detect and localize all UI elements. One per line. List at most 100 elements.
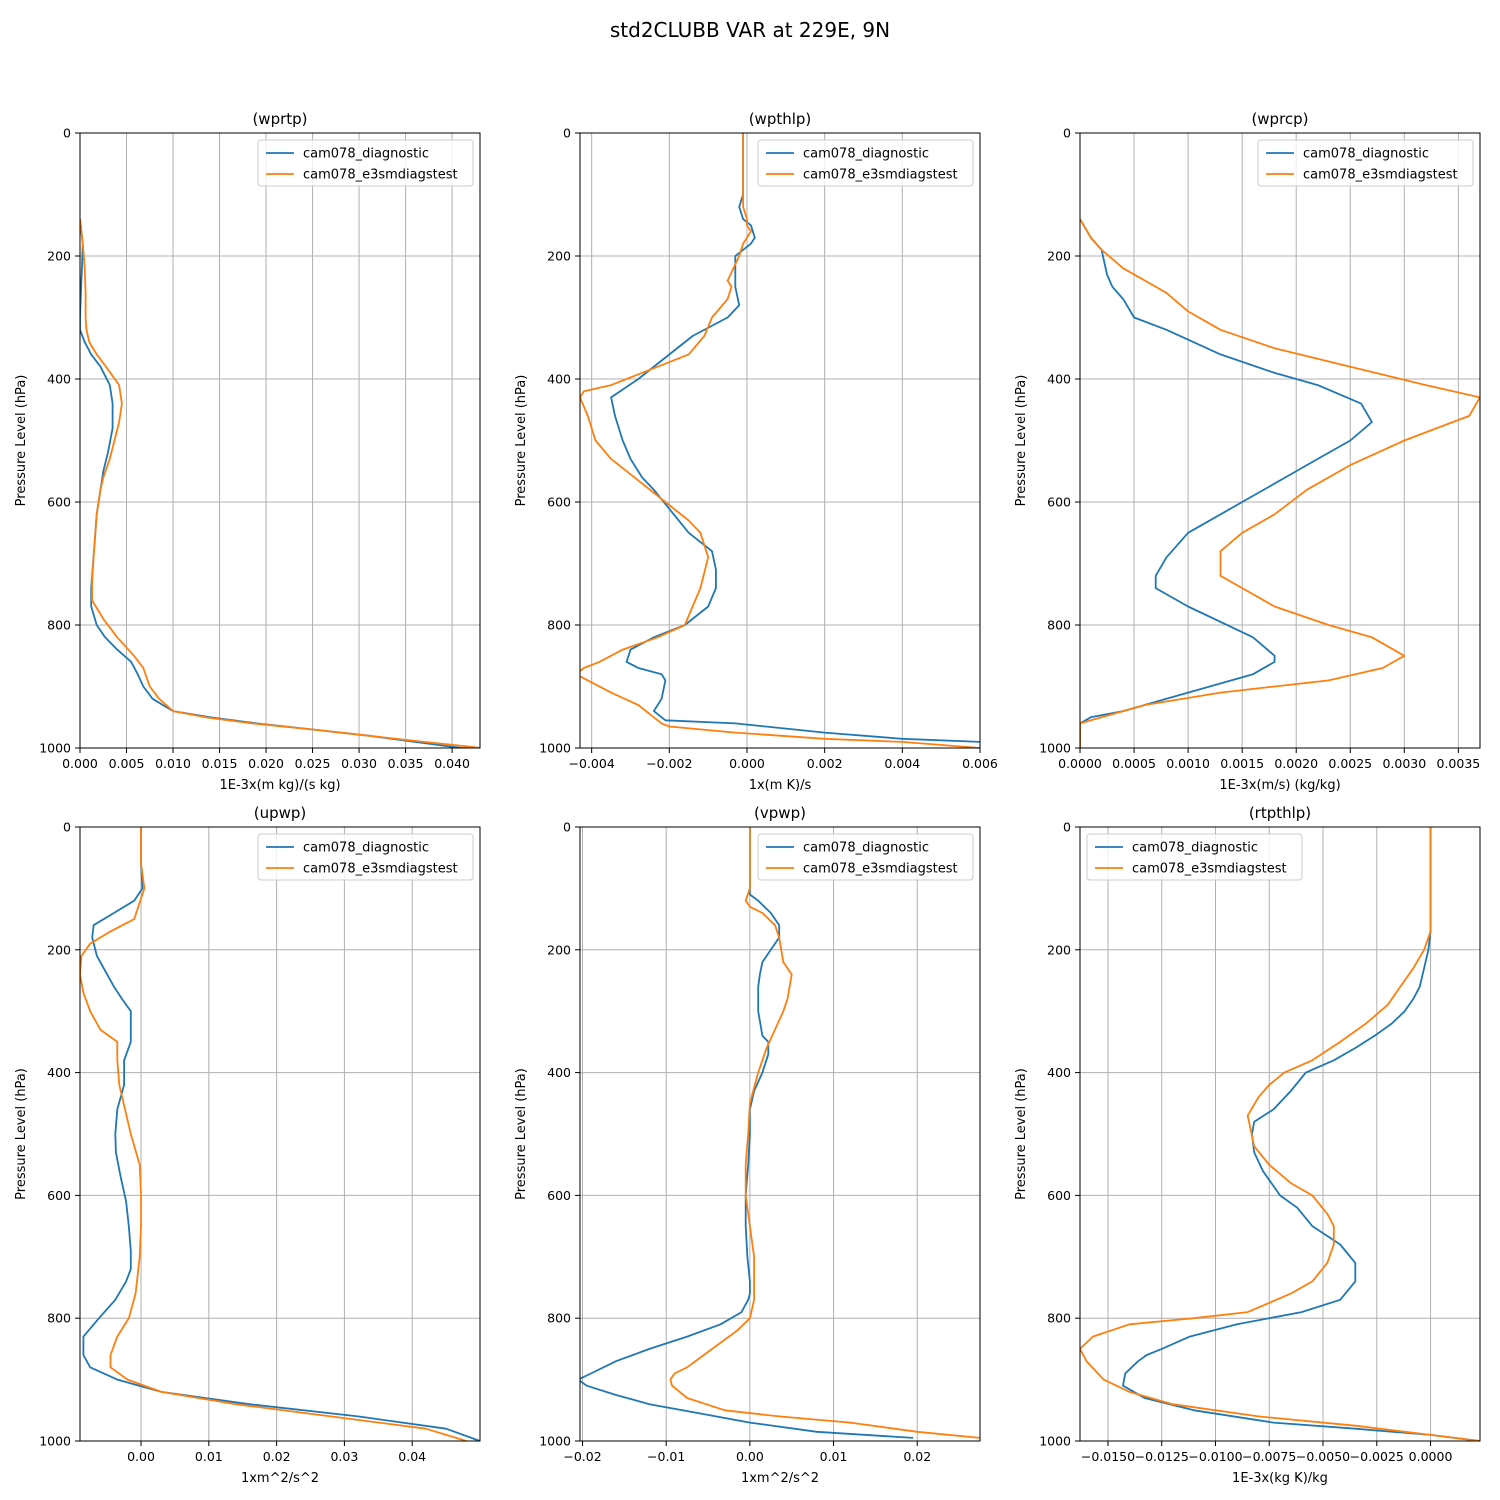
panel-title: (rtpthlp)	[1249, 804, 1311, 822]
x-tick-label: 0.03	[330, 1449, 358, 1464]
series-line-1	[80, 827, 467, 1441]
legend-label-1: cam078_e3smdiagstest	[303, 168, 458, 183]
y-tick-label: 600	[1047, 495, 1071, 510]
series-line-0	[1122, 827, 1480, 1441]
y-tick-label: 600	[547, 1188, 571, 1203]
x-tick-label: 0.005	[109, 756, 145, 771]
legend-label-1: cam078_e3smdiagstest	[303, 862, 458, 877]
x-tick-label: −0.0125	[1135, 1449, 1189, 1464]
x-tick-label: 0.0035	[1437, 756, 1481, 771]
series-line-1	[80, 218, 480, 748]
legend: cam078_diagnostic cam078_e3smdiagstest	[257, 139, 474, 187]
y-tick-label: 1000	[539, 1434, 571, 1449]
legend: cam078_diagnostic cam078_e3smdiagstest	[757, 139, 974, 187]
figure-title: std2CLUBB VAR at 229E, 9N	[610, 18, 890, 42]
y-tick-label: 200	[1047, 942, 1071, 957]
y-axis-label: Pressure Level (hPa)	[14, 1068, 29, 1200]
y-tick-label: 0	[1063, 126, 1071, 141]
x-tick-label: −0.01	[647, 1449, 685, 1464]
panel-2: 0.0000 0.0005 0.0010 0.0015 0.0020 0.0025 0.00…	[1014, 110, 1481, 793]
y-tick-label: 600	[47, 495, 71, 510]
y-tick-label: 1000	[539, 741, 571, 756]
legend-box	[257, 833, 474, 881]
y-tick-label: 200	[47, 249, 71, 264]
x-axis-label: 1E-3x(kg K)/kg	[1232, 1471, 1328, 1486]
legend-box	[1086, 833, 1303, 881]
x-tick-label: 0.00	[127, 1449, 155, 1464]
panel-title: (wprcp)	[1251, 110, 1308, 128]
x-tick-label: −0.0050	[1296, 1449, 1350, 1464]
x-tick-label: 0.0030	[1382, 756, 1426, 771]
panel-4: −0.02 −0.01 0.00 0.01 0.02 0 200 400 600 800 1000 (…	[514, 804, 981, 1486]
x-tick-label: 0.0010	[1166, 756, 1210, 771]
legend-label-0: cam078_diagnostic	[803, 841, 929, 856]
series-line-0	[580, 827, 914, 1439]
x-tick-label: −0.004	[569, 756, 615, 771]
y-tick-label: 800	[47, 618, 71, 633]
panel-5: −0.0150 −0.0125 −0.0100 −0.0075 −0.0050 −0.00…	[1014, 804, 1481, 1486]
x-tick-label: 0.01	[820, 1449, 848, 1464]
y-tick-label: 600	[547, 495, 571, 510]
x-tick-label: 0.020	[248, 756, 284, 771]
x-tick-label: 0.0000	[1409, 1449, 1453, 1464]
y-tick-label: 1000	[39, 1434, 71, 1449]
legend-label-1: cam078_e3smdiagstest	[1303, 168, 1458, 183]
legend-label-0: cam078_diagnostic	[1303, 147, 1429, 162]
legend-box	[1257, 139, 1474, 187]
legend-label-1: cam078_e3smdiagstest	[803, 168, 958, 183]
axes-frame	[579, 132, 981, 749]
series-line-0	[610, 133, 980, 743]
legend-label-1: cam078_e3smdiagstest	[1132, 862, 1287, 877]
series-line-1	[669, 827, 980, 1439]
y-tick-label: 400	[547, 372, 571, 387]
y-tick-label: 800	[547, 618, 571, 633]
legend-label-0: cam078_diagnostic	[1132, 841, 1258, 856]
y-axis-label: Pressure Level (hPa)	[14, 375, 29, 507]
y-tick-label: 200	[547, 942, 571, 957]
x-tick-label: 0.000	[62, 756, 98, 771]
x-tick-label: 0.02	[903, 1449, 931, 1464]
panels: 0.000 0.005 0.010 0.015 0.020 0.025 0.030 0.035…	[14, 110, 1481, 1486]
panel-1: −0.004 −0.002 0.000 0.002 0.004 0.006 0 200 400 6…	[514, 110, 998, 793]
x-tick-label: 0.002	[807, 756, 843, 771]
series-line-0	[82, 827, 480, 1441]
x-tick-label: 0.040	[434, 756, 470, 771]
y-tick-label: 400	[47, 1065, 71, 1080]
x-tick-label: 0.02	[263, 1449, 291, 1464]
y-tick-label: 800	[547, 1311, 571, 1326]
y-tick-label: 1000	[1039, 741, 1071, 756]
panel-0: 0.000 0.005 0.010 0.015 0.020 0.025 0.030 0.035…	[14, 110, 481, 793]
y-tick-label: 800	[47, 1311, 71, 1326]
x-axis-label: 1E-3x(m/s) (kg/kg)	[1219, 778, 1340, 793]
axes-frame	[1079, 826, 1481, 1442]
x-axis-label: 1xm^2/s^2	[241, 1471, 319, 1486]
x-tick-label: 0.000	[729, 756, 765, 771]
y-tick-label: 0	[563, 820, 571, 835]
x-tick-label: 0.0015	[1220, 756, 1264, 771]
panel-title: (wprtp)	[252, 110, 307, 128]
y-tick-label: 0	[1063, 820, 1071, 835]
panel-3: 0.00 0.01 0.02 0.03 0.04 0 200 400 600 800 1000 (up…	[14, 804, 481, 1486]
legend-box	[257, 139, 474, 187]
y-tick-label: 400	[1047, 1065, 1071, 1080]
y-axis-label: Pressure Level (hPa)	[514, 375, 529, 507]
y-tick-label: 800	[1047, 1311, 1071, 1326]
y-tick-label: 400	[547, 1065, 571, 1080]
x-tick-label: 0.0000	[1058, 756, 1102, 771]
legend-label-0: cam078_diagnostic	[303, 841, 429, 856]
y-tick-label: 0	[63, 126, 71, 141]
series-line-0	[1080, 218, 1373, 748]
y-axis-label: Pressure Level (hPa)	[514, 1068, 529, 1200]
x-tick-label: 0.015	[202, 756, 238, 771]
y-tick-label: 1000	[39, 741, 71, 756]
legend: cam078_diagnostic cam078_e3smdiagstest	[1086, 833, 1303, 881]
y-tick-label: 800	[1047, 618, 1071, 633]
y-tick-label: 0	[563, 126, 571, 141]
x-tick-label: 0.030	[341, 756, 377, 771]
legend-box	[757, 833, 974, 881]
y-tick-label: 200	[547, 249, 571, 264]
panel-title: (upwp)	[254, 804, 307, 822]
legend: cam078_diagnostic cam078_e3smdiagstest	[257, 833, 474, 881]
x-tick-label: 0.004	[884, 756, 920, 771]
x-tick-label: 0.025	[295, 756, 331, 771]
